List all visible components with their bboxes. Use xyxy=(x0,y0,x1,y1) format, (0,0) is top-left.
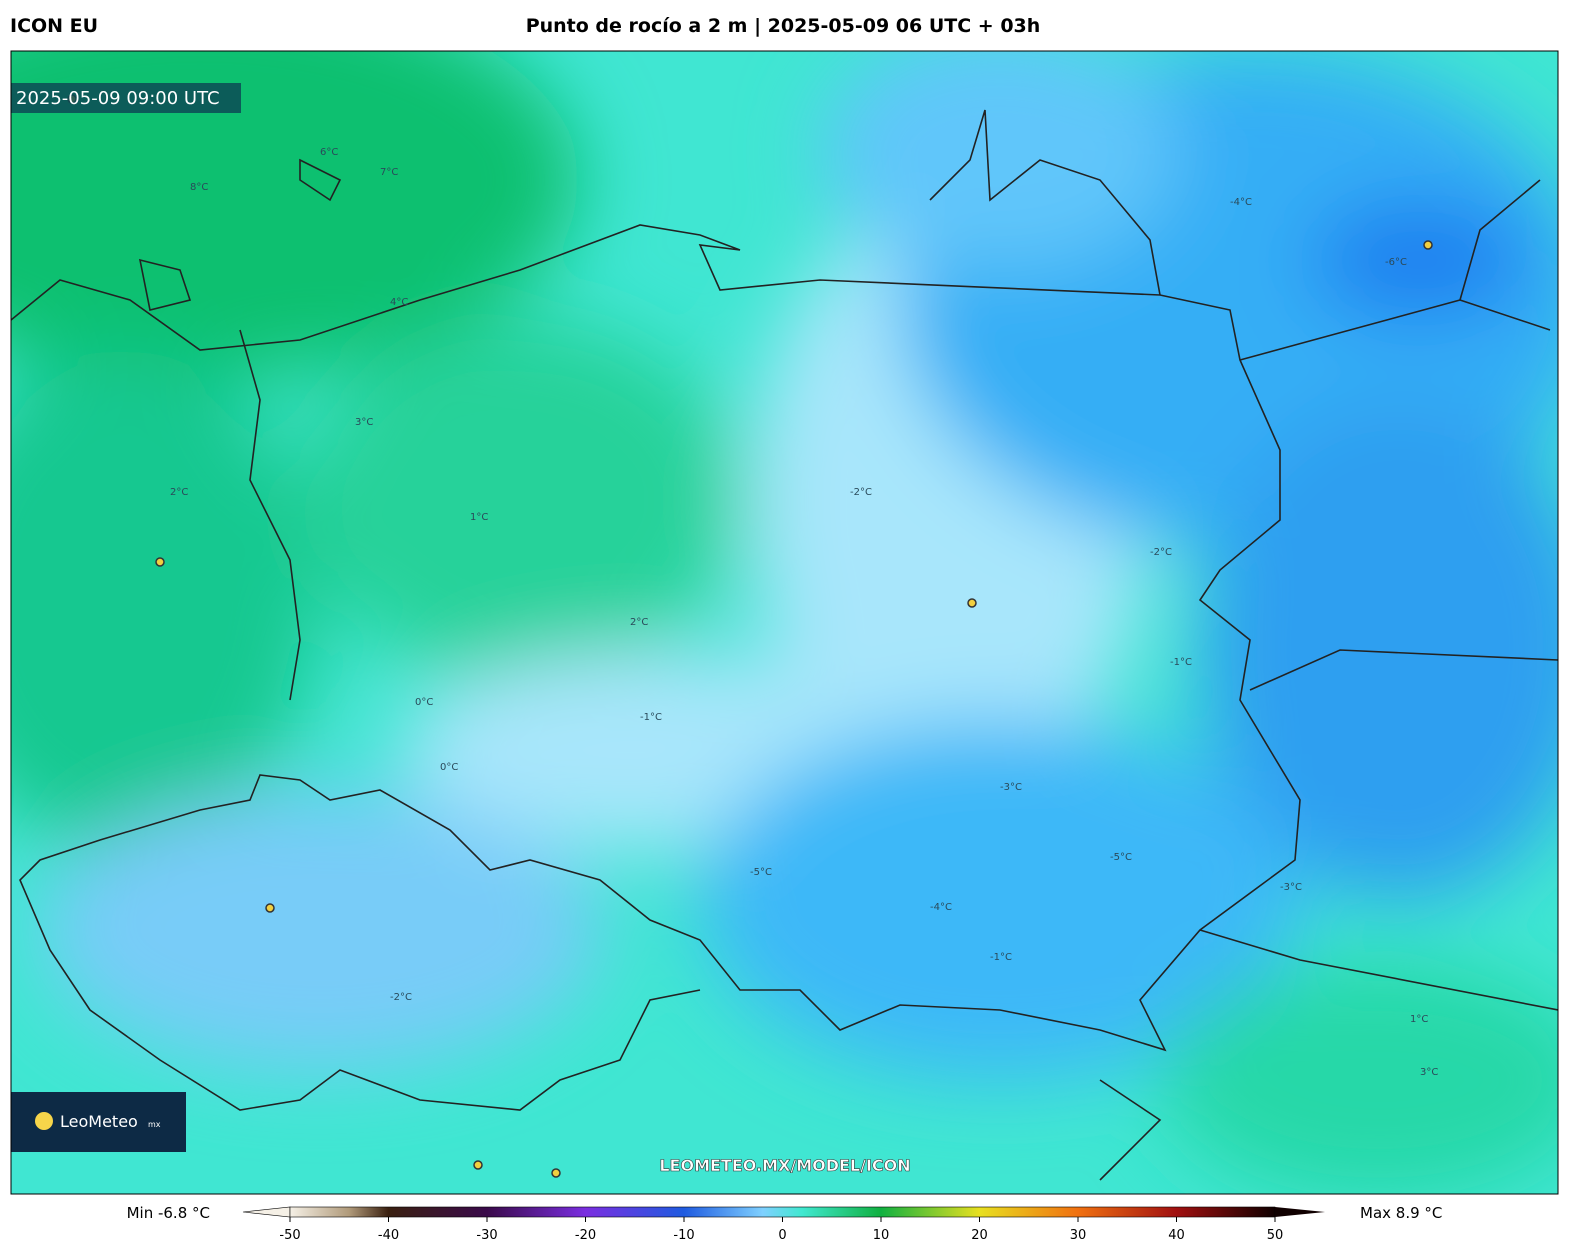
contour-label: 0°C xyxy=(415,697,433,708)
max-label: Max 8.9 °C xyxy=(1360,1204,1442,1222)
contour-label: 2°C xyxy=(170,487,188,498)
contour-label: 4°C xyxy=(390,297,408,308)
map: 8°C 7°C 6°C 4°C 3°C 2°C 1°C 0°C -1°C -2°C -3°C -4°C… xyxy=(11,51,1558,1194)
contour-label: 8°C xyxy=(190,182,208,193)
contour-label: -2°C xyxy=(850,487,872,498)
contour-label: -1°C xyxy=(640,712,662,723)
contour-label: -6°C xyxy=(1385,257,1407,268)
model-name: ICON EU xyxy=(10,15,98,37)
contour-label: 7°C xyxy=(380,167,398,178)
logo-suffix: mx xyxy=(148,1120,161,1129)
contour-label: -5°C xyxy=(1110,852,1132,863)
contour-label: -1°C xyxy=(990,952,1012,963)
logo: LeoMeteo xyxy=(60,1112,138,1131)
contour-label: -4°C xyxy=(930,902,952,913)
contour-label: 3°C xyxy=(355,417,373,428)
min-label: Min -6.8 °C xyxy=(127,1204,210,1222)
contour-label: 1°C xyxy=(1410,1014,1428,1025)
contour-label: 0°C xyxy=(440,762,458,773)
contour-label: -4°C xyxy=(1230,197,1252,208)
url: LEOMETEO.MX/MODEL/ICON xyxy=(659,1156,910,1175)
title: Punto de rocío a 2 m | 2025-05-09 06 UTC… xyxy=(526,15,1041,37)
colorbar-tick-label: 0 xyxy=(778,1228,786,1243)
contour-label: 2°C xyxy=(630,617,648,628)
contour-label: 1°C xyxy=(470,512,488,523)
colorbar-tick-label: -20 xyxy=(575,1228,596,1243)
colorbar-tick-label: -10 xyxy=(673,1228,694,1243)
colorbar-tick-label: -30 xyxy=(476,1228,497,1243)
contour-label: -5°C xyxy=(750,867,772,878)
colorbar-tick-label: 30 xyxy=(1070,1228,1087,1243)
colorbar-tick-label: -50 xyxy=(279,1228,300,1243)
colorbar-tick-label: -40 xyxy=(378,1228,399,1243)
timestamp: 2025-05-09 09:00 UTC xyxy=(16,88,220,109)
colorbar-tick-label: 20 xyxy=(971,1228,988,1243)
colorbar-tick-label: 50 xyxy=(1267,1228,1284,1243)
contour-label: -2°C xyxy=(1150,547,1172,558)
contour-label: 6°C xyxy=(320,147,338,158)
colorbar-tick-label: 40 xyxy=(1168,1228,1185,1243)
colorbar-tick-label: 10 xyxy=(873,1228,890,1243)
contour-label: 3°C xyxy=(1420,1067,1438,1078)
contour-label: -3°C xyxy=(1280,882,1302,893)
contour-label: -1°C xyxy=(1170,657,1192,668)
contour-label: -3°C xyxy=(1000,782,1022,793)
contour-label: -2°C xyxy=(390,992,412,1003)
